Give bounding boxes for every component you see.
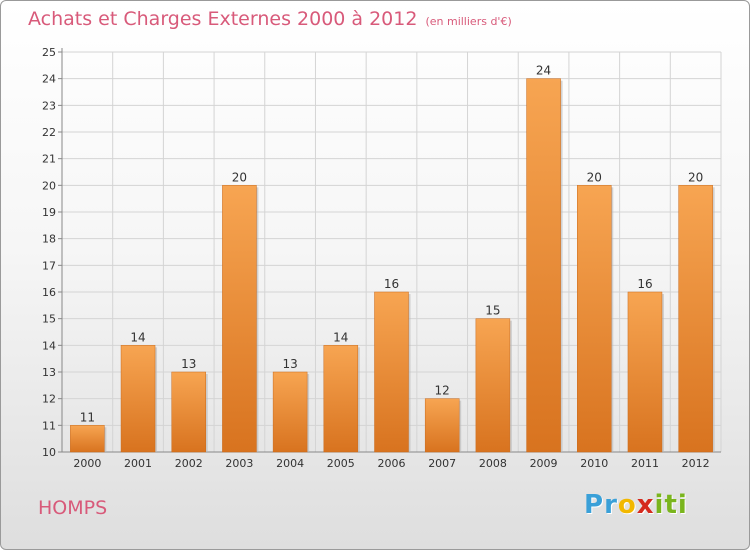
x-tick-label: 2009 xyxy=(530,457,558,470)
y-tick-label: 23 xyxy=(42,99,56,112)
logo-letter: t xyxy=(664,490,678,520)
x-tick-label: 2012 xyxy=(682,457,710,470)
proxiti-logo: Proxiti xyxy=(584,490,688,520)
x-tick-label: 2010 xyxy=(580,457,608,470)
bar xyxy=(222,185,257,453)
y-tick-label: 20 xyxy=(42,179,56,192)
bar xyxy=(70,425,105,453)
bar xyxy=(323,345,359,453)
value-label: 20 xyxy=(688,170,703,184)
y-tick-label: 16 xyxy=(42,286,56,299)
bar xyxy=(272,371,308,453)
y-tick-label: 18 xyxy=(42,233,56,246)
value-label: 16 xyxy=(637,277,652,291)
logo-letter: i xyxy=(677,490,688,520)
bar xyxy=(374,291,409,453)
x-tick-label: 2006 xyxy=(378,457,406,470)
labels: 10 11 12 13 14 15 16 17 18 19 20 21 22 23 24 25 11 2000 14… xyxy=(42,46,710,470)
value-label: 16 xyxy=(384,277,399,291)
value-label: 11 xyxy=(80,410,95,424)
x-tick-label: 2000 xyxy=(73,457,101,470)
value-label: 20 xyxy=(587,170,602,184)
bar xyxy=(120,345,156,453)
chart-title-text: Achats et Charges Externes 2000 à 2012 xyxy=(28,8,418,30)
bar xyxy=(577,185,612,453)
commune-name: HOMPS xyxy=(38,497,108,519)
y-tick-label: 22 xyxy=(42,126,56,139)
logo-letter: P xyxy=(584,490,605,520)
value-label: 12 xyxy=(435,384,450,398)
logo-letter: x xyxy=(636,490,655,520)
logo-letter: i xyxy=(654,490,665,520)
x-tick-label: 2001 xyxy=(124,457,152,470)
y-tick-label: 25 xyxy=(42,46,56,59)
bar xyxy=(678,185,713,453)
y-tick-label: 12 xyxy=(42,393,56,406)
value-label: 20 xyxy=(232,170,247,184)
y-tick-label: 13 xyxy=(42,366,56,379)
value-label: 14 xyxy=(130,330,145,344)
x-tick-label: 2008 xyxy=(479,457,507,470)
bars xyxy=(70,78,715,453)
y-tick-label: 21 xyxy=(42,153,56,166)
x-tick-label: 2011 xyxy=(631,457,659,470)
value-label: 13 xyxy=(282,357,297,371)
y-tick-label: 17 xyxy=(42,259,56,272)
y-tick-label: 24 xyxy=(42,73,56,86)
x-tick-label: 2003 xyxy=(225,457,253,470)
value-label: 13 xyxy=(181,357,196,371)
value-label: 15 xyxy=(485,304,500,318)
bar xyxy=(627,291,663,453)
x-tick-label: 2002 xyxy=(175,457,203,470)
bar xyxy=(526,78,561,453)
chart-subtitle: (en milliers d'€) xyxy=(425,15,512,28)
bar xyxy=(171,371,206,453)
y-tick-label: 14 xyxy=(42,339,56,352)
y-tick-label: 19 xyxy=(42,206,56,219)
x-tick-label: 2007 xyxy=(428,457,456,470)
y-tick-label: 10 xyxy=(42,446,56,459)
logo-letter: r xyxy=(604,490,618,520)
chart-title: Achats et Charges Externes 2000 à 2012 (e… xyxy=(28,8,512,30)
value-label: 24 xyxy=(536,64,551,78)
value-label: 14 xyxy=(333,330,348,344)
x-tick-label: 2004 xyxy=(276,457,304,470)
y-tick-label: 15 xyxy=(42,313,56,326)
x-tick-label: 2005 xyxy=(327,457,355,470)
y-tick-label: 11 xyxy=(42,419,56,432)
logo-letter: o xyxy=(617,490,637,520)
bar xyxy=(424,398,460,453)
bar xyxy=(475,318,511,453)
